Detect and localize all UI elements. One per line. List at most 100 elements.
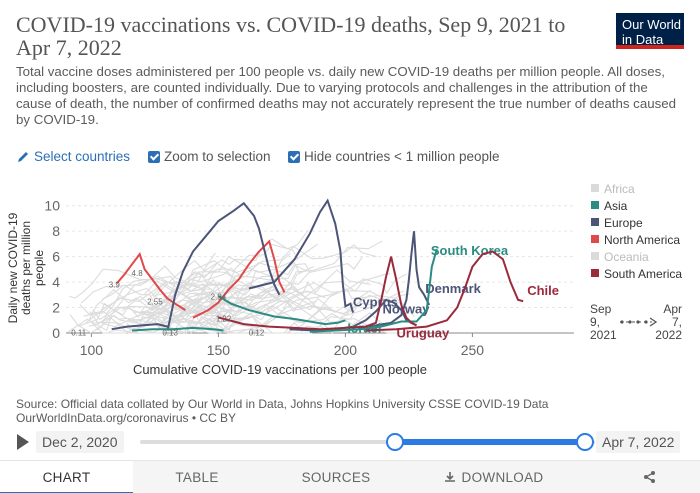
- background-country-line: [194, 286, 417, 334]
- select-countries-button[interactable]: Select countries: [16, 149, 130, 164]
- series-label: Cyprus: [353, 295, 398, 310]
- pencil-icon: [18, 152, 28, 162]
- legend-swatch: [591, 201, 599, 209]
- point-value-label: 3.9: [109, 280, 121, 289]
- legend-entry: Asia: [604, 199, 628, 213]
- y-axis-title-line: Daily new COVID-19: [6, 212, 20, 323]
- time-legend-dot: [636, 320, 640, 324]
- country-line-cyprus: [248, 198, 354, 313]
- time-legend-start-part: 9,: [590, 315, 600, 329]
- point-value-label: 2.55: [147, 298, 163, 307]
- legend-entry: Oceania: [604, 250, 649, 264]
- legend-swatch: [591, 269, 599, 277]
- series-label: Uruguay: [397, 325, 451, 340]
- series-label: Chile: [527, 283, 559, 298]
- y-tick-label: 2: [52, 300, 60, 316]
- tab-table[interactable]: TABLE: [175, 470, 219, 485]
- point-value-label: 0.13: [162, 328, 178, 337]
- x-tick-label: 150: [207, 342, 231, 358]
- logo-line1: Our World: [622, 17, 681, 32]
- y-tick-label: 6: [52, 249, 60, 265]
- time-legend-arrow: [649, 317, 658, 327]
- time-legend-end-part: Apr: [663, 302, 682, 316]
- share-icon: [644, 471, 655, 483]
- background-country-line: [101, 302, 250, 325]
- tab-download-label: DOWNLOAD: [461, 470, 544, 485]
- legend-swatch: [591, 235, 599, 243]
- point-value-label: 0.12: [249, 328, 265, 337]
- background-country-line: [96, 270, 312, 331]
- time-legend-end-part: 2022: [655, 328, 682, 342]
- legend-swatch: [591, 218, 599, 226]
- time-legend-start-part: Sep: [590, 302, 612, 316]
- play-icon[interactable]: [17, 434, 29, 450]
- y-tick-label: 8: [52, 223, 60, 239]
- timeline-selected-range: [394, 439, 585, 445]
- timeline-start-handle[interactable]: [385, 433, 404, 451]
- y-axis-title-line: people: [32, 250, 46, 286]
- background-country-line: [145, 302, 256, 323]
- chart-title: COVID-19 vaccinations vs. COVID-19 death…: [16, 12, 566, 60]
- y-axis-title-line: deaths per million: [19, 221, 33, 315]
- series-label: South Korea: [431, 243, 509, 258]
- tab-sources[interactable]: SOURCES: [301, 470, 371, 485]
- background-country-line: [69, 299, 274, 330]
- checkbox-checked-icon[interactable]: [288, 151, 300, 163]
- timeline-end-handle[interactable]: [576, 433, 594, 451]
- tab-download[interactable]: DOWNLOAD: [411, 461, 576, 493]
- time-legend-dot: [628, 320, 632, 324]
- x-axis-title: Cumulative COVID-19 vaccinations per 100…: [133, 362, 427, 377]
- source-line: Source: Official data collated by Our Wo…: [16, 397, 549, 411]
- background-country-line: [108, 282, 229, 334]
- background-country-line: [213, 272, 391, 324]
- point-value-label: 1.22: [216, 314, 232, 323]
- y-axis-title: Daily new COVID-19deaths per millionpeop…: [6, 212, 46, 323]
- hide-small-countries-toggle[interactable]: Hide countries < 1 million people: [288, 149, 500, 164]
- timeline-end-date: Apr 7, 2022: [596, 431, 681, 453]
- source-url[interactable]: OurWorldInData.org/coronavirus • CC BY: [16, 411, 237, 425]
- background-country-line: [80, 255, 308, 304]
- checkbox-checked-icon[interactable]: [148, 151, 160, 163]
- timeline-track[interactable]: [140, 440, 595, 444]
- series-label: Denmark: [425, 281, 481, 296]
- country-line: [111, 323, 168, 331]
- background-country-line: [67, 265, 206, 333]
- background-country-line: [156, 243, 319, 305]
- background-country-line: [76, 277, 176, 334]
- download-icon: [444, 472, 455, 482]
- background-country-line: [161, 256, 363, 325]
- country-line: [116, 251, 186, 311]
- select-countries-label: Select countries: [34, 149, 131, 164]
- legend-swatch: [591, 252, 599, 260]
- time-legend-end-part: 7,: [672, 315, 682, 329]
- source-note: Source: Official data collated by Our Wo…: [16, 397, 548, 425]
- background-country-line: [166, 300, 317, 334]
- time-legend-dot: [620, 320, 624, 324]
- legend-swatch: [591, 184, 599, 192]
- tab-chart[interactable]: CHART: [0, 461, 133, 493]
- legend-entry: North America: [604, 233, 680, 247]
- y-tick-label: 0: [52, 325, 60, 341]
- owid-logo[interactable]: Our World in Data: [616, 13, 684, 49]
- legend-entry: Africa: [604, 182, 635, 196]
- point-value-label: 2.94: [211, 293, 227, 302]
- background-country-line: [180, 240, 383, 317]
- legend-entry: South America: [604, 267, 682, 281]
- y-tick-label: 4: [52, 274, 60, 290]
- zoom-to-selection-toggle[interactable]: Zoom to selection: [148, 149, 271, 164]
- zoom-to-selection-label: Zoom to selection: [164, 149, 271, 164]
- share-button[interactable]: [600, 461, 700, 493]
- logo-line2: in Data: [622, 32, 664, 47]
- x-tick-label: 100: [80, 342, 104, 358]
- logo-bar: [616, 45, 684, 49]
- country-line-israel: [217, 295, 346, 326]
- x-tick-label: 200: [334, 342, 358, 358]
- x-tick-label: 250: [461, 342, 485, 358]
- point-value-label: 0.11: [71, 329, 87, 338]
- country-line-chile: [365, 250, 524, 332]
- background-country-line: [173, 305, 334, 334]
- country-line-denmark: [357, 231, 431, 329]
- background-country-line: [126, 288, 310, 334]
- hide-small-countries-label: Hide countries < 1 million people: [304, 149, 500, 164]
